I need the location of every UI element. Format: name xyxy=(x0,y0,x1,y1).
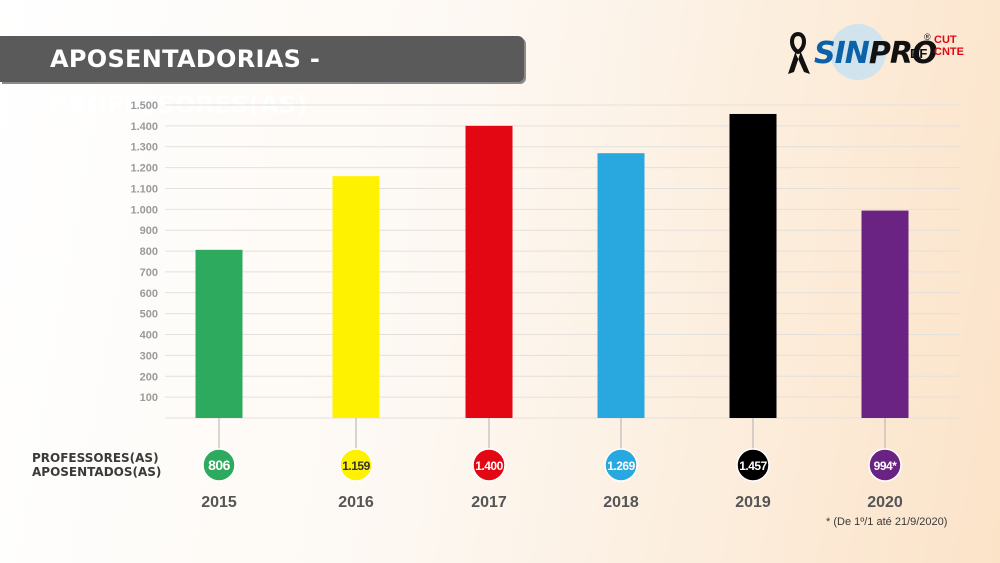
data-label: 1.400 xyxy=(475,459,503,473)
y-tick-label: 1.400 xyxy=(130,121,158,133)
y-tick-label: 700 xyxy=(140,267,158,279)
bar xyxy=(465,125,513,418)
x-tick-label: 2018 xyxy=(603,494,639,511)
y-tick-label: 600 xyxy=(140,288,158,300)
bar xyxy=(729,113,777,419)
bar xyxy=(195,249,243,418)
value-circle xyxy=(202,448,236,482)
x-tick-label: 2015 xyxy=(201,494,237,511)
ribbon-icon xyxy=(788,31,810,74)
y-tick-label: 200 xyxy=(140,371,158,383)
row-label-line1: PROFESSORES(AS) xyxy=(32,451,159,465)
logo-registered: ® xyxy=(924,32,931,42)
x-tick-label: 2016 xyxy=(338,494,374,511)
y-tick-label: 1.300 xyxy=(130,142,158,154)
data-label: 806 xyxy=(208,457,231,473)
value-circle xyxy=(604,448,638,482)
value-circle xyxy=(472,448,506,482)
y-tick-label: 300 xyxy=(140,350,158,362)
sinpro-logo: SINPRO DF ® CUT CNTE xyxy=(786,22,966,84)
bar xyxy=(332,176,380,418)
x-tick-label: 2020 xyxy=(867,494,903,511)
footnote: * (De 1º/1 até 21/9/2020) xyxy=(826,516,948,528)
data-label: 1.159 xyxy=(342,459,370,473)
y-tick-label: 1.500 xyxy=(130,100,158,112)
data-label: 1.269 xyxy=(607,459,635,473)
value-circle xyxy=(736,448,770,482)
data-label: 1.457 xyxy=(739,459,767,473)
y-tick-label: 900 xyxy=(140,225,158,237)
y-tick-label: 1.000 xyxy=(130,204,158,216)
y-tick-label: 100 xyxy=(140,392,158,404)
x-tick-label: 2017 xyxy=(471,494,507,511)
y-tick-label: 500 xyxy=(140,309,158,321)
y-tick-label: 1.200 xyxy=(130,163,158,175)
y-tick-label: 400 xyxy=(140,330,158,342)
x-tick-label: 2019 xyxy=(735,494,771,511)
title-banner: APOSENTADORIAS - PROFESSORES(AS) xyxy=(0,36,524,119)
value-circle xyxy=(339,448,373,482)
y-tick-label: 800 xyxy=(140,246,158,258)
row-label-line2: APOSENTADOS(AS) xyxy=(32,465,162,479)
data-label: 994* xyxy=(874,459,898,473)
y-tick-label: 1.100 xyxy=(130,183,158,195)
bar xyxy=(597,153,645,418)
bar xyxy=(861,210,909,418)
logo-circle-icon xyxy=(830,24,886,80)
logo-df: DF xyxy=(910,46,928,61)
logo-cut-cnte: CUT CNTE xyxy=(934,34,964,58)
logo-text: SINPRO xyxy=(814,36,937,71)
value-circle xyxy=(868,448,902,482)
